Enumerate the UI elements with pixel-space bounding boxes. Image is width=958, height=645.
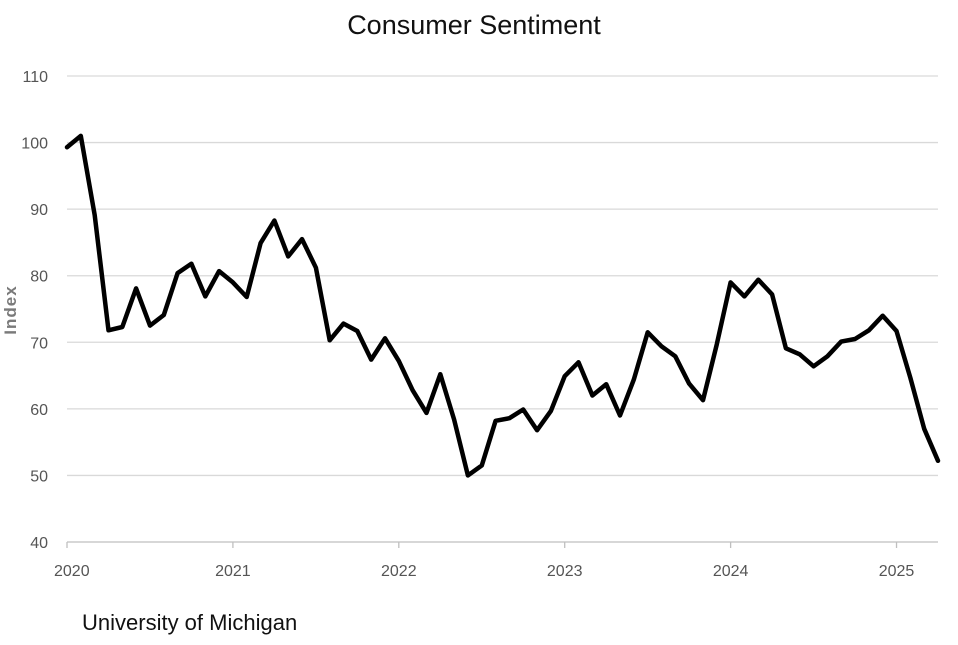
series-layer <box>64 133 941 478</box>
y-tick-label: 110 <box>22 69 48 86</box>
y-tick-label: 40 <box>30 535 48 552</box>
chart-title: Consumer Sentiment <box>347 10 601 40</box>
y-tick-label: 100 <box>21 136 48 153</box>
gridlines <box>67 75 938 477</box>
x-tick-label: 2022 <box>381 563 417 580</box>
series-line-0 <box>64 133 941 478</box>
y-axis-label: Index <box>1 285 20 334</box>
y-tick-labels: 40 50 60 70 80 90 100 110 <box>21 69 48 552</box>
y-tick-label: 50 <box>30 468 48 485</box>
y-tick-label: 90 <box>30 202 48 219</box>
x-tick-label: 2020 <box>54 563 90 580</box>
x-tick-label: 2021 <box>215 563 251 580</box>
y-tick-label: 70 <box>30 335 48 352</box>
y-tick-label: 60 <box>30 402 48 419</box>
x-tick-label: 2025 <box>879 563 915 580</box>
y-tick-label: 80 <box>30 269 48 286</box>
x-tick-label: 2023 <box>547 563 583 580</box>
x-tick-label: 2024 <box>713 563 749 580</box>
x-axis-ticks: 2020 2021 2022 2023 2024 2025 <box>54 542 914 580</box>
source-label: University of Michigan <box>82 610 297 635</box>
